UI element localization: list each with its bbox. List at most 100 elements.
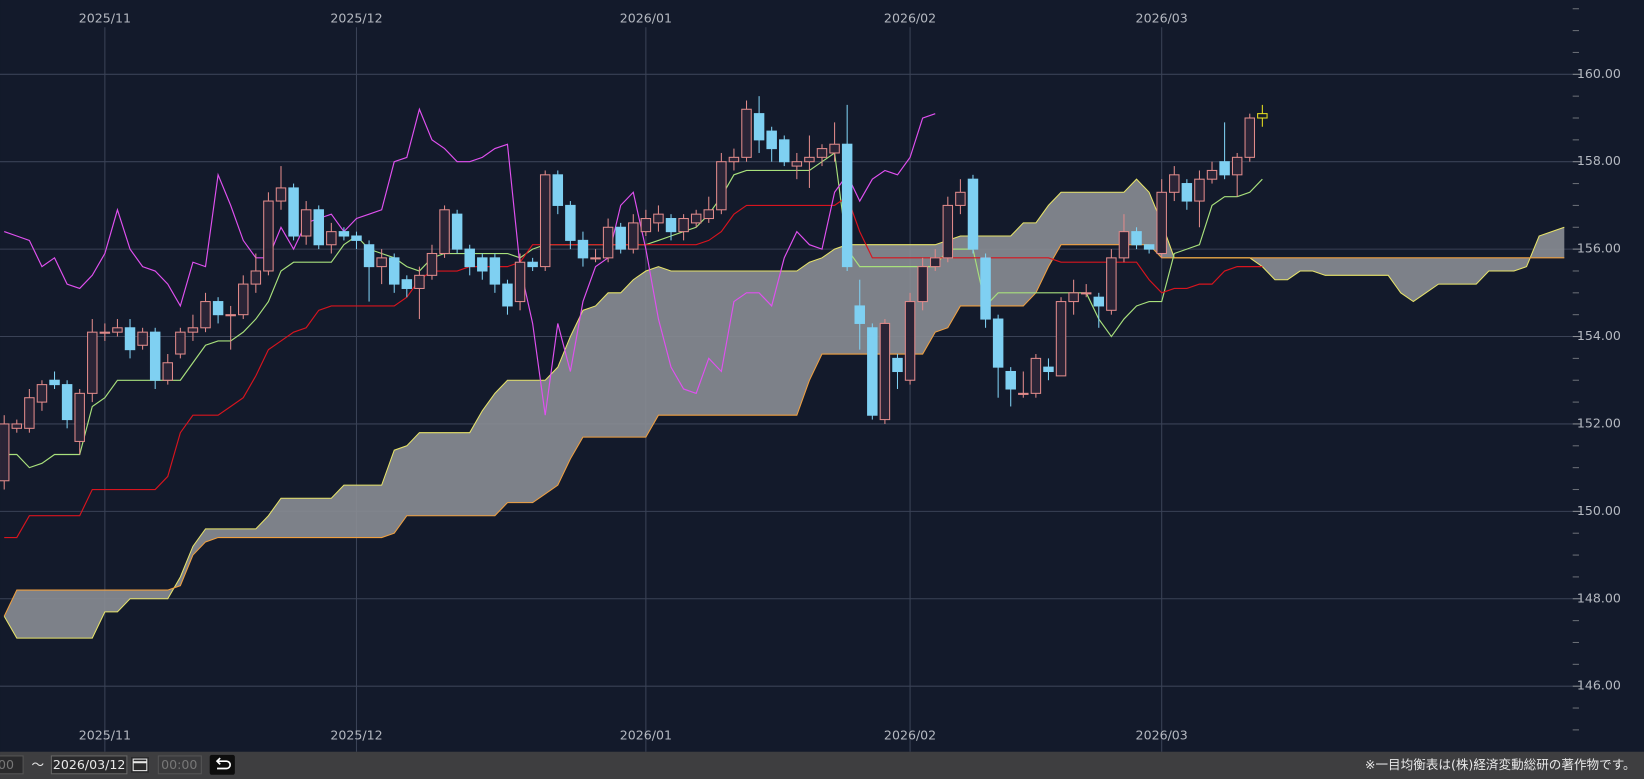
candle-body	[779, 139, 790, 163]
indicator-line	[4, 107, 936, 416]
x-tick-label-top: 2025/12	[330, 10, 382, 25]
time-to: 00:00	[161, 757, 197, 772]
candle-body	[967, 178, 979, 250]
x-tick-label-top: 2026/01	[620, 10, 672, 25]
date-to-input[interactable]	[50, 755, 128, 775]
candle-body	[816, 148, 828, 158]
candle-body	[1055, 301, 1067, 377]
candle-body	[980, 257, 991, 320]
candle-body	[225, 314, 236, 317]
candle-body	[741, 108, 752, 158]
calendar-button-bg	[131, 756, 149, 773]
candle-body	[162, 362, 174, 381]
candle-body	[502, 283, 513, 307]
candle-body	[841, 143, 853, 268]
candle-body	[464, 248, 475, 268]
candle-body	[74, 392, 85, 442]
candle-body	[1106, 257, 1117, 311]
candle-body	[477, 257, 488, 272]
cloud-span-a-line	[3, 178, 1565, 639]
candle-body	[527, 261, 538, 268]
candle-body	[665, 218, 677, 233]
candle-body	[326, 231, 337, 246]
candle-body	[653, 213, 664, 224]
candle-body	[489, 257, 501, 285]
candle-body	[678, 218, 689, 233]
candle-body	[313, 209, 324, 246]
candle-body	[829, 143, 840, 154]
candle-body	[426, 252, 438, 276]
candle-body	[992, 318, 1004, 368]
x-tick-label-bottom: 2026/02	[884, 728, 936, 743]
candle-body	[250, 270, 262, 285]
candle-body	[49, 379, 60, 386]
candle-body	[766, 130, 777, 150]
reset-button[interactable]	[209, 754, 235, 775]
time-from-input[interactable]	[0, 755, 24, 775]
calendar-button[interactable]	[131, 756, 149, 773]
candle-body	[439, 209, 450, 255]
candle-body	[288, 187, 299, 237]
candle-body	[0, 423, 10, 482]
candle-body	[149, 331, 161, 381]
candle-body	[514, 261, 526, 303]
candle-body	[1181, 183, 1193, 202]
candle-body	[602, 226, 614, 259]
y-tick-label: 160.00	[1577, 66, 1621, 81]
candle-body	[854, 305, 865, 324]
candle-body	[615, 226, 626, 250]
candle-body	[238, 283, 249, 316]
candle-body	[112, 327, 123, 333]
cloud-fill	[4, 179, 1565, 639]
candle-body	[175, 331, 186, 355]
candle-body	[1244, 117, 1256, 158]
y-tick-label: 154.00	[1577, 328, 1621, 343]
candle-body	[187, 327, 199, 333]
candle-body	[263, 200, 274, 272]
candle-body	[300, 209, 312, 237]
candle-body	[628, 222, 639, 250]
x-tick-label-top: 2026/02	[884, 10, 936, 25]
candle-body	[716, 161, 727, 211]
candle-body	[401, 279, 413, 289]
candle-body	[1169, 174, 1180, 193]
time-from: 00:00	[0, 757, 14, 772]
candle-body	[1206, 169, 1218, 180]
candle-body	[1068, 292, 1079, 303]
candle-body	[1043, 366, 1054, 373]
candle-body	[1231, 156, 1243, 176]
candle-body	[36, 384, 48, 403]
x-tick-label-bottom: 2025/12	[330, 728, 382, 743]
candle-body	[363, 244, 375, 268]
candle-body	[577, 239, 589, 259]
candle-body	[640, 218, 652, 233]
candle-body	[1219, 161, 1230, 176]
candle-body	[929, 257, 941, 268]
plot-background	[0, 0, 1644, 752]
x-tick-label-bottom: 2025/11	[79, 728, 131, 743]
x-tick-label-bottom: 2026/01	[620, 728, 672, 743]
date-to: 2026/03/12	[53, 757, 126, 772]
y-tick-label: 148.00	[1577, 590, 1621, 605]
candle-body	[1080, 292, 1092, 295]
candle-body	[338, 231, 350, 237]
candle-body	[200, 301, 211, 329]
y-tick-label: 146.00	[1577, 678, 1621, 693]
candle-body	[753, 113, 765, 141]
candle-body	[388, 257, 400, 285]
y-tick-label: 156.00	[1577, 241, 1621, 256]
candle-body	[1018, 392, 1029, 395]
candle-body	[1143, 244, 1155, 250]
candle-body	[552, 174, 564, 206]
candle-body	[565, 204, 576, 241]
candle-body	[1257, 113, 1268, 119]
x-tick-label-top: 2026/03	[1136, 10, 1188, 25]
time-to-input[interactable]	[157, 755, 202, 775]
y-tick-label: 150.00	[1577, 503, 1621, 518]
candle-body	[1156, 191, 1167, 255]
candle-body	[804, 156, 815, 163]
calendar-icon	[132, 758, 148, 772]
candle-body	[137, 331, 148, 346]
